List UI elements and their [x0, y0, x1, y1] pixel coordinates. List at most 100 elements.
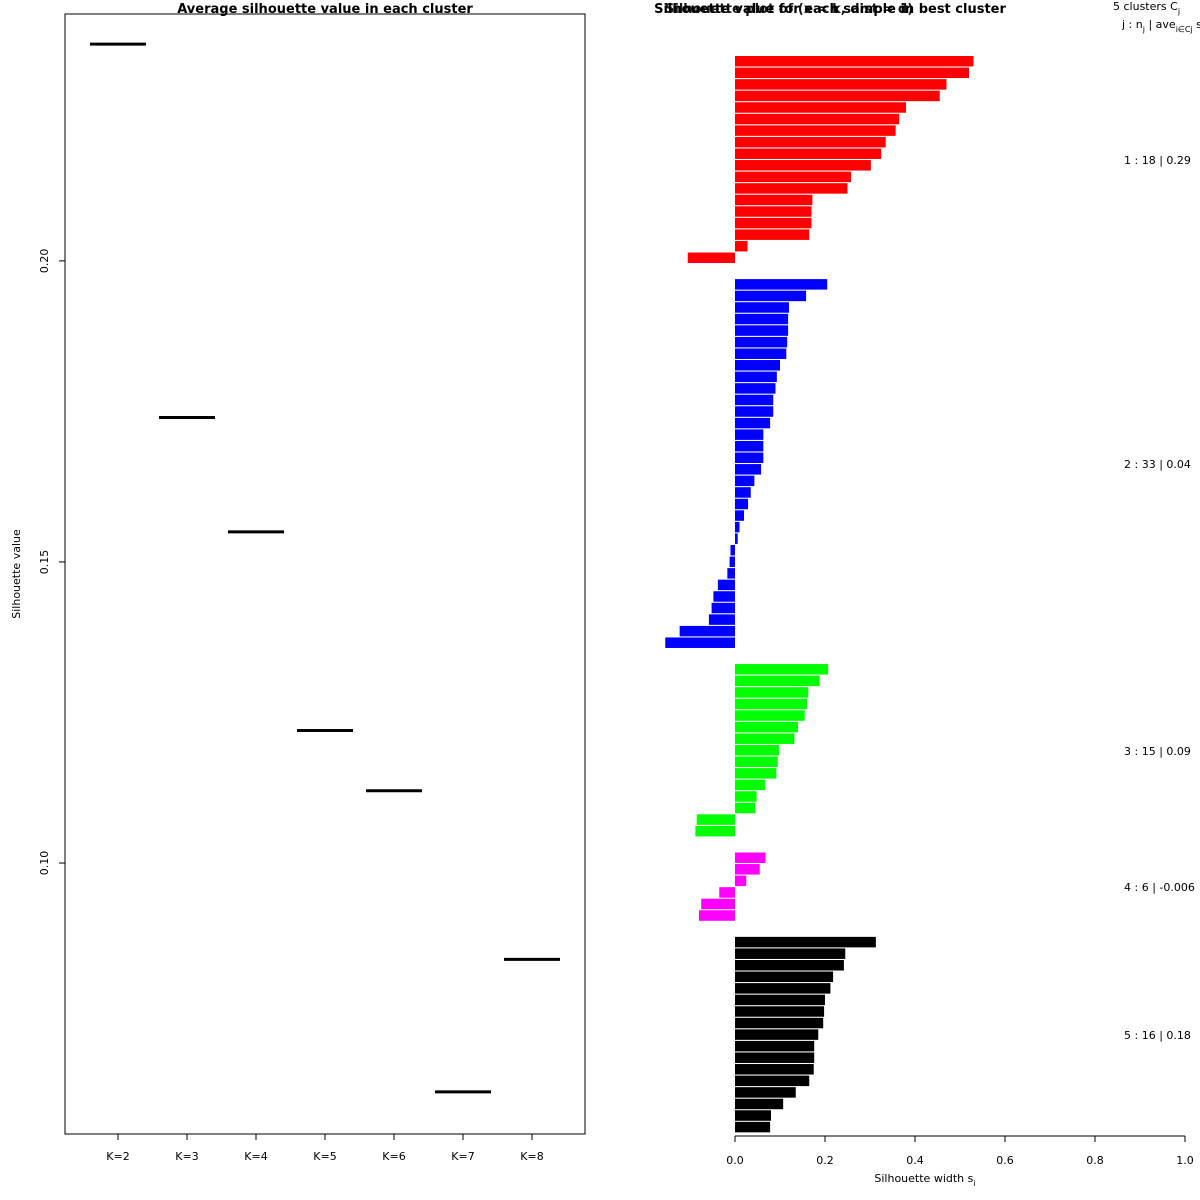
silhouette-bar-cluster-4 — [699, 910, 735, 921]
silhouette-bar-cluster-3 — [735, 698, 807, 710]
left-x-axis: K=2 K=3 K=4 K=5 K=6 K=7 K=8 — [106, 1134, 544, 1163]
silhouette-bar-cluster-2 — [735, 313, 789, 325]
left-x-tick-label: K=2 — [106, 1150, 129, 1163]
silhouette-bar-cluster-5 — [735, 1087, 796, 1098]
silhouette-bar-cluster-3 — [735, 791, 757, 802]
right-x-tick-label: 0.4 — [906, 1154, 924, 1167]
silhouette-bar-cluster-5 — [735, 1064, 814, 1075]
header-line-1: 5 clusters Cj — [1113, 0, 1180, 16]
silhouette-bar-cluster-2 — [717, 579, 735, 591]
silhouette-bar-cluster-4 — [719, 887, 735, 898]
silhouette-bar-cluster-1 — [735, 67, 969, 79]
silhouette-bar-cluster-5 — [735, 983, 831, 994]
silhouette-bar-cluster-3 — [735, 687, 809, 698]
silhouette-bar-cluster-1 — [735, 229, 810, 240]
silhouette-bar-cluster-1 — [687, 252, 735, 264]
left-marks — [90, 42, 560, 1094]
silhouette-bar-cluster-4 — [701, 898, 735, 910]
silhouette-bar-cluster-2 — [735, 360, 780, 371]
silhouette-bar-cluster-2 — [735, 464, 762, 475]
silhouette-bar-cluster-5 — [735, 1121, 771, 1133]
silhouette-bar-cluster-1 — [735, 240, 748, 252]
cluster-1-summary: 1 : 18 | 0.29 — [1124, 154, 1191, 167]
left-y-tick-label: 0.20 — [38, 249, 51, 274]
silhouette-bar-cluster-2 — [735, 383, 776, 394]
silhouette-bar-cluster-2 — [735, 487, 751, 498]
silhouette-bar-cluster-1 — [735, 113, 900, 125]
silhouette-bar-cluster-5 — [735, 1052, 815, 1063]
right-chart-overlap-title: Silhouette plot of (x = k, dist = d) — [665, 2, 913, 17]
silhouette-bar-cluster-2 — [735, 510, 744, 521]
silhouette-bar-cluster-1 — [735, 79, 947, 90]
silhouette-bar-cluster-5 — [735, 994, 825, 1006]
silhouette-bar-cluster-2 — [735, 348, 787, 359]
silhouette-bar-cluster-2 — [735, 475, 755, 487]
cluster-2-summary: 2 : 33 | 0.04 — [1124, 458, 1191, 471]
silhouette-bar-cluster-1 — [735, 194, 813, 206]
cluster-summary-labels: 1 : 18 | 0.29 2 : 33 | 0.04 3 : 15 | 0.09 4… — [1124, 154, 1195, 1042]
silhouette-bar-cluster-5 — [735, 1040, 815, 1052]
silhouette-bar-cluster-2 — [735, 290, 807, 302]
left-chart-title: Average silhouette value in each cluster — [177, 2, 473, 17]
silhouette-bar-cluster-2 — [735, 371, 777, 383]
right-x-tick-label: 0.0 — [726, 1154, 744, 1167]
silhouette-bar-cluster-2 — [735, 417, 771, 429]
left-y-axis: 0.10 0.15 0.20 — [38, 249, 65, 875]
silhouette-bar-cluster-2 — [708, 614, 735, 625]
silhouette-bar-cluster-2 — [711, 602, 735, 614]
cluster-3-summary: 3 : 15 | 0.09 — [1124, 745, 1191, 758]
silhouette-bar-cluster-1 — [735, 125, 896, 136]
left-x-tick-label: K=6 — [382, 1150, 405, 1163]
silhouette-bar-cluster-2 — [735, 429, 764, 440]
silhouette-bar-cluster-5 — [735, 1098, 784, 1110]
silhouette-bar-cluster-5 — [735, 1110, 771, 1121]
right-chart-title: Silhouette value for each sample in best… — [654, 2, 1006, 17]
silhouette-bar-cluster-5 — [735, 959, 844, 971]
silhouette-bar-cluster-3 — [735, 744, 780, 756]
right-x-tick-label: 0.2 — [816, 1154, 834, 1167]
cluster-5-summary: 5 : 16 | 0.18 — [1124, 1029, 1191, 1042]
silhouette-bar-cluster-2 — [735, 302, 789, 313]
silhouette-bars — [665, 56, 974, 1133]
right-x-axis: 0.0 0.2 0.4 0.6 0.8 1.0 — [726, 1135, 1194, 1167]
average-silhouette-panel: Average silhouette value in each cluster… — [10, 2, 586, 1163]
silhouette-bar-cluster-3 — [735, 721, 798, 733]
silhouette-bar-cluster-2 — [735, 498, 749, 510]
left-y-axis-label: Silhouette value — [10, 529, 23, 619]
silhouette-bar-cluster-3 — [735, 664, 829, 675]
silhouette-bar-cluster-5 — [735, 971, 834, 983]
silhouette-bar-cluster-5 — [735, 1017, 824, 1029]
silhouette-bar-cluster-2 — [735, 521, 740, 533]
silhouette-bar-cluster-3 — [695, 825, 735, 837]
header-line-2: j : nj | avei∈Cj si — [1121, 18, 1200, 34]
silhouette-bar-cluster-1 — [735, 102, 906, 113]
silhouette-bar-cluster-2 — [735, 325, 789, 336]
silhouette-bar-cluster-5 — [735, 1029, 819, 1040]
silhouette-bar-cluster-1 — [735, 56, 974, 67]
silhouette-bar-cluster-3 — [735, 710, 805, 721]
silhouette-bar-cluster-3 — [735, 733, 795, 744]
silhouette-bar-cluster-2 — [735, 279, 828, 290]
silhouette-bar-cluster-5 — [735, 936, 876, 948]
silhouette-plot-panel: Silhouette plot of (x = k, dist = d) Sil… — [654, 0, 1200, 1188]
left-x-tick-label: K=5 — [313, 1150, 336, 1163]
left-x-tick-label: K=4 — [244, 1150, 267, 1163]
silhouette-bar-cluster-2 — [730, 544, 735, 556]
cluster-4-summary: 4 : 6 | -0.006 — [1124, 881, 1195, 894]
left-x-tick-label: K=8 — [520, 1150, 543, 1163]
silhouette-bar-cluster-3 — [735, 802, 756, 814]
silhouette-bar-cluster-1 — [735, 171, 852, 183]
left-y-tick-label: 0.15 — [38, 550, 51, 575]
left-x-tick-label: K=7 — [451, 1150, 474, 1163]
silhouette-bar-cluster-5 — [735, 1006, 825, 1017]
left-x-tick-label: K=3 — [175, 1150, 198, 1163]
silhouette-bar-cluster-4 — [735, 864, 760, 875]
silhouette-bar-cluster-1 — [735, 90, 940, 102]
silhouette-bar-cluster-2 — [735, 440, 764, 452]
silhouette-bar-cluster-5 — [735, 1075, 810, 1087]
left-plot-frame — [64, 13, 586, 1135]
silhouette-bar-cluster-2 — [713, 591, 735, 602]
silhouette-bar-cluster-4 — [735, 875, 747, 887]
silhouette-bar-cluster-1 — [735, 148, 882, 159]
silhouette-bar-cluster-3 — [735, 756, 778, 768]
